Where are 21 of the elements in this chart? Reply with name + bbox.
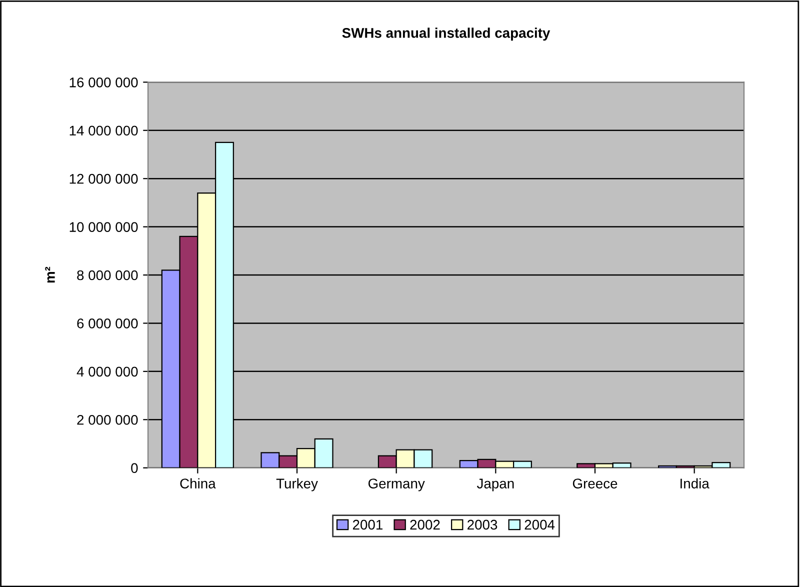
legend-label: 2002 (410, 520, 440, 530)
y-tick-label: 16 000 000 (70, 78, 138, 88)
x-tick-label: Greece (572, 478, 618, 488)
y-tick-label: 8 000 000 (77, 270, 138, 280)
y-axis-title: m² (45, 266, 55, 283)
y-tick-label: 14 000 000 (70, 126, 138, 136)
chart-title: SWHs annual installed capacity (342, 28, 550, 41)
x-tick-label: China (180, 478, 216, 488)
y-tick-label: 2 000 000 (77, 414, 138, 425)
x-tick-label: Germany (368, 478, 425, 492)
y-tick-label: 0 (131, 463, 138, 474)
x-tick-label: Japan (476, 478, 514, 492)
x-tick-label: Turkey (276, 478, 318, 492)
legend-label: 2003 (468, 520, 498, 530)
legend-label: 2004 (524, 520, 555, 530)
y-tick-label: 4 000 000 (76, 366, 138, 377)
legend-label: 2001 (352, 520, 382, 530)
y-tick-label: 12 000 000 (70, 174, 138, 184)
x-tick-label: India (680, 478, 710, 488)
y-tick-label: 10 000 000 (70, 222, 138, 232)
y-tick-label: 6 000 000 (77, 318, 138, 328)
